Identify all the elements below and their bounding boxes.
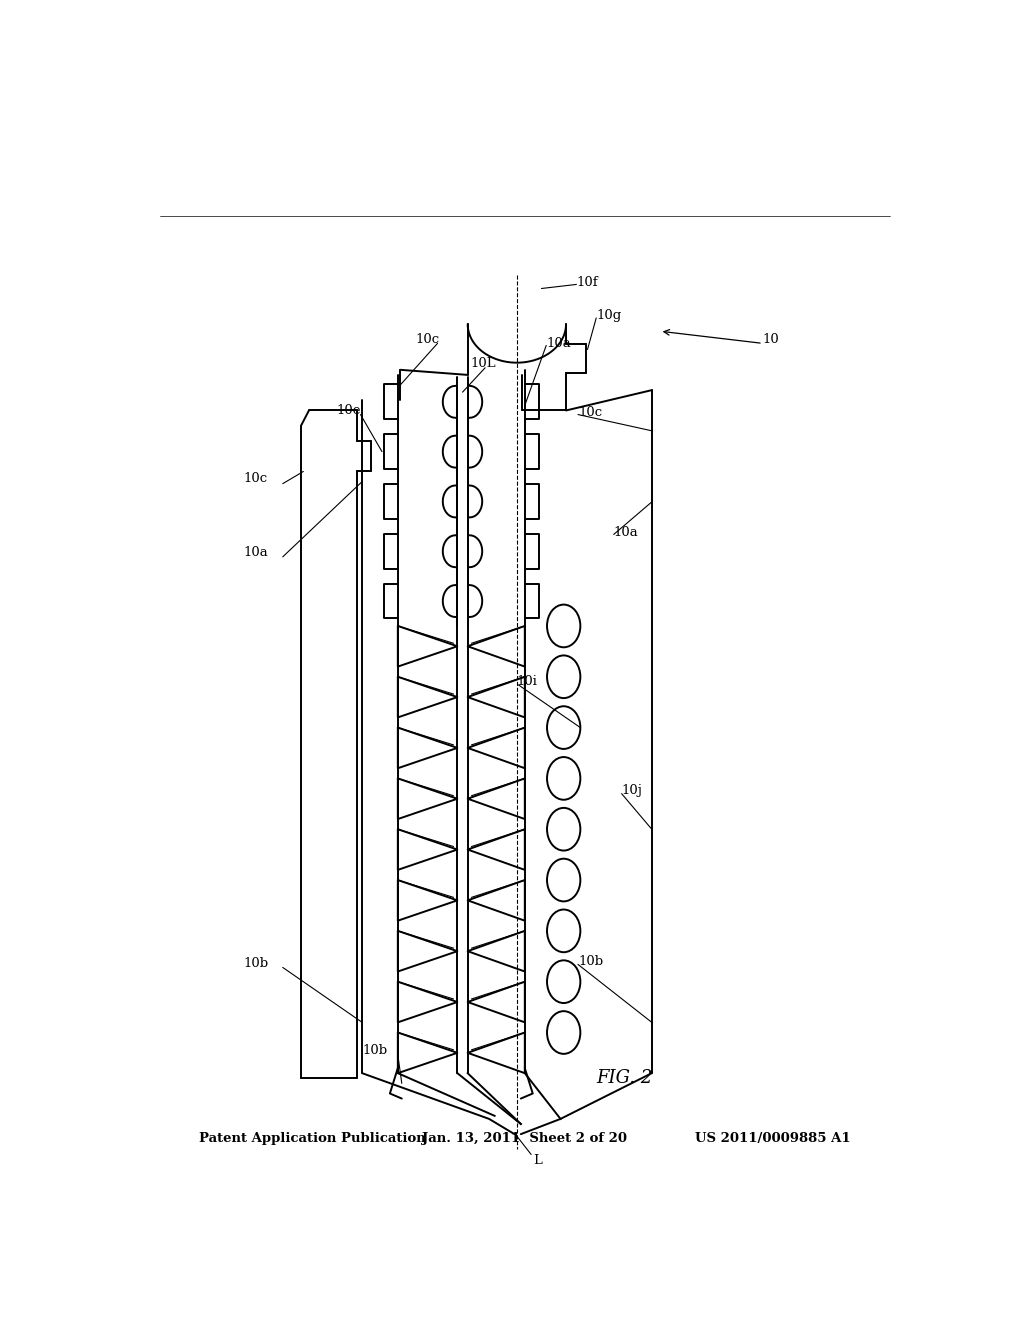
Text: 10c: 10c bbox=[243, 473, 267, 484]
Text: Patent Application Publication: Patent Application Publication bbox=[200, 1133, 426, 1146]
Text: 10a: 10a bbox=[546, 337, 571, 350]
Text: 10g: 10g bbox=[596, 309, 622, 322]
Text: Jan. 13, 2011  Sheet 2 of 20: Jan. 13, 2011 Sheet 2 of 20 bbox=[422, 1133, 628, 1146]
Text: 10: 10 bbox=[763, 333, 779, 346]
Text: L: L bbox=[532, 1155, 542, 1167]
Text: 10j: 10j bbox=[622, 784, 643, 797]
Text: 10i: 10i bbox=[517, 676, 538, 688]
Text: 10b: 10b bbox=[578, 954, 603, 968]
Text: 10L: 10L bbox=[471, 358, 497, 370]
Text: 10b: 10b bbox=[243, 957, 268, 970]
Text: 10a: 10a bbox=[613, 525, 638, 539]
Text: 10c: 10c bbox=[578, 407, 602, 418]
Text: FIG. 2: FIG. 2 bbox=[596, 1069, 652, 1088]
Text: 10a: 10a bbox=[243, 546, 268, 560]
Text: 10f: 10f bbox=[577, 276, 598, 289]
Text: 10e: 10e bbox=[337, 404, 361, 417]
Text: 10b: 10b bbox=[362, 1044, 387, 1057]
Text: 10c: 10c bbox=[416, 333, 439, 346]
Text: US 2011/0009885 A1: US 2011/0009885 A1 bbox=[694, 1133, 850, 1146]
